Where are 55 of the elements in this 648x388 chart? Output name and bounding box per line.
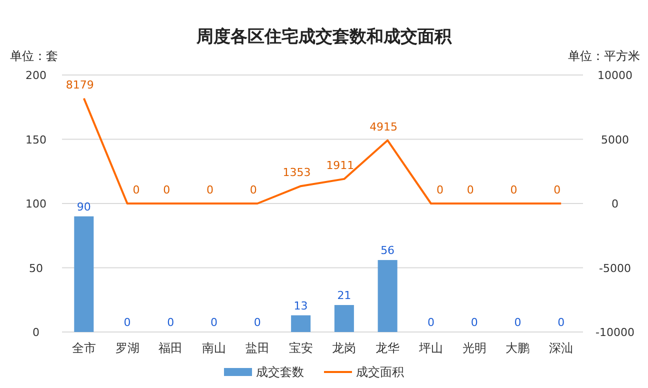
legend-label: 成交套数 — [256, 365, 304, 379]
data-label: 1353 — [282, 166, 311, 180]
data-label: 90 — [76, 200, 91, 214]
x-tick-label: 罗湖 — [115, 341, 140, 355]
x-tick-label: 龙岗 — [332, 341, 356, 355]
y-tick-label: 200 — [26, 69, 46, 82]
data-label: 0 — [124, 316, 131, 329]
data-label: 0 — [466, 184, 474, 196]
data-label: 0 — [206, 184, 214, 196]
x-tick-label: 福田 — [158, 341, 183, 355]
data-label: 0 — [427, 316, 434, 329]
chart-title: 周度各区住宅成交套数和成交面积 — [196, 27, 452, 47]
bar — [378, 260, 398, 332]
data-label: 4915 — [370, 120, 398, 134]
data-label: 0 — [514, 316, 522, 329]
x-tick-label: 大鹏 — [506, 341, 530, 355]
y2-tick-label: 5000 — [601, 133, 629, 146]
data-label: 0 — [210, 316, 218, 329]
data-label: 1911 — [326, 158, 354, 172]
x-tick-label: 南山 — [202, 341, 226, 355]
x-tick-label: 盐田 — [245, 341, 270, 355]
x-tick-label: 全市 — [72, 341, 96, 355]
data-label: 13 — [294, 299, 308, 312]
y2-axis-title: 单位：平方米 — [568, 49, 640, 63]
y-tick-label: 50 — [29, 262, 43, 275]
data-label: 0 — [163, 184, 170, 196]
y-tick-label: 100 — [26, 198, 46, 210]
data-label: 0 — [436, 184, 444, 196]
y2-tick-label: -5000 — [599, 262, 631, 275]
y2-tick-label: -10000 — [596, 326, 634, 339]
data-label: 8179 — [66, 78, 94, 92]
data-label: 0 — [250, 184, 257, 196]
data-label: 21 — [337, 289, 352, 302]
data-label: 0 — [167, 316, 174, 329]
y2-tick-label: 0 — [612, 198, 618, 210]
data-label: 56 — [380, 244, 395, 258]
data-label: 0 — [254, 316, 261, 329]
x-tick-label: 深汕 — [549, 341, 574, 355]
legend-label: 成交面积 — [356, 365, 404, 379]
y-tick-label: 150 — [26, 133, 46, 146]
bar — [291, 315, 311, 332]
x-tick-label: 龙华 — [376, 341, 400, 355]
data-label: 0 — [132, 184, 140, 196]
data-label: 0 — [558, 316, 565, 329]
bar — [334, 305, 354, 332]
y-tick-label: 0 — [32, 326, 40, 339]
y-axis-title: 单位：套 — [10, 49, 58, 63]
x-tick-label: 宝安 — [288, 341, 313, 355]
y2-tick-label: 10000 — [598, 69, 632, 82]
data-label: 0 — [510, 184, 518, 196]
data-label: 0 — [470, 316, 478, 329]
x-tick-label: 坪山 — [418, 341, 443, 355]
x-tick-label: 光明 — [462, 341, 486, 355]
bar — [74, 216, 94, 332]
data-label: 0 — [554, 184, 561, 196]
